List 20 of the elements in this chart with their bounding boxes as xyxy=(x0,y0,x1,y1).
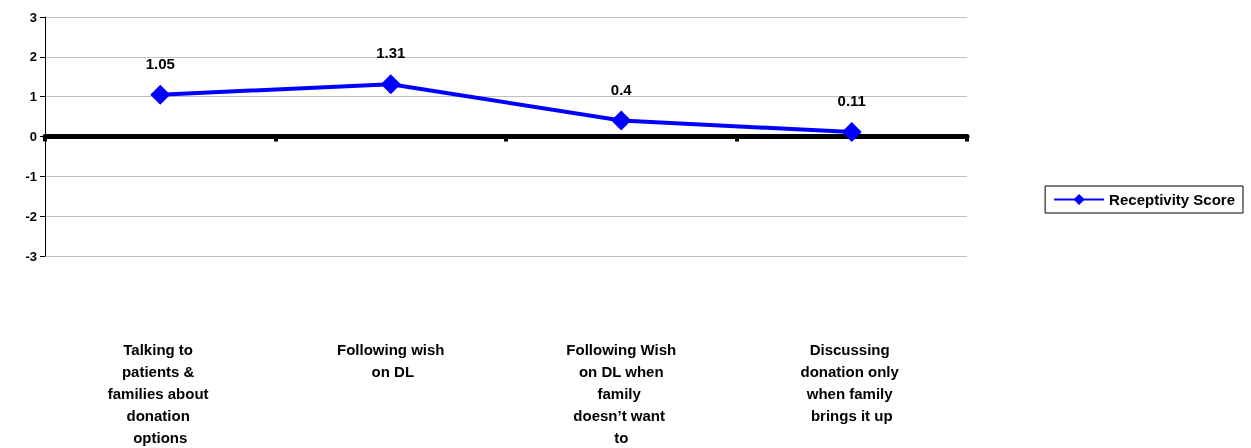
y-tick-label: -3 xyxy=(25,248,37,264)
x-tick-label: Following Wish on DL when family doesn’t want to xyxy=(566,340,677,446)
data-label: 1.05 xyxy=(145,54,175,72)
y-tick-label: 2 xyxy=(29,49,37,65)
x-tick-label: Following wish on DL xyxy=(337,340,445,380)
data-label: 0.4 xyxy=(610,80,633,98)
y-tick-label: 3 xyxy=(29,9,37,25)
data-label: 0.11 xyxy=(837,92,866,110)
point xyxy=(380,74,401,95)
point xyxy=(611,110,632,131)
y-tick-label: -2 xyxy=(25,208,37,224)
point xyxy=(150,84,171,105)
x-tick-label: Discussing donation only when family brings it up xyxy=(800,340,903,424)
data-label: 1.31 xyxy=(376,44,406,62)
y-tick-label: 1 xyxy=(29,89,37,105)
x-tick-label: Talking to patients & families about donation options xyxy=(107,340,213,446)
y-tick-label: -1 xyxy=(25,168,37,184)
y-tick-label: 0 xyxy=(29,129,37,144)
point xyxy=(841,122,862,143)
legend-label: Receptivity Score xyxy=(1109,191,1235,208)
